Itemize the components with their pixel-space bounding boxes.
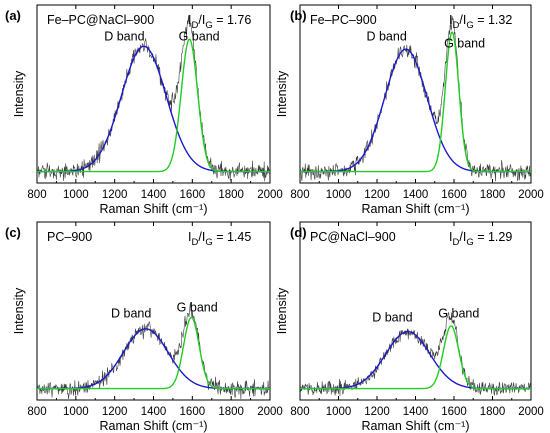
x-tick-label: 800 (290, 189, 309, 201)
y-axis-title: Intensity (12, 287, 26, 334)
x-tick-label: 1400 (403, 189, 429, 201)
x-axis-title: Raman Shift (cm⁻¹) (361, 202, 469, 216)
panel-label: (a) (5, 8, 21, 23)
ratio-value: = 1.29 (477, 230, 512, 244)
x-tick-label: 1000 (326, 189, 352, 201)
x-tick-label: 1800 (480, 189, 506, 201)
x-axis-title: Raman Shift (cm⁻¹) (361, 419, 469, 433)
raw-spectrum-line (37, 302, 270, 400)
d-band-fit-curve (300, 48, 531, 173)
x-tick-label: 1600 (441, 189, 467, 201)
d-band-fit-curve (300, 330, 531, 390)
d-band-label: D band (104, 30, 144, 44)
d-band-label: D band (372, 311, 412, 325)
id-ig-ratio-label: ID/IG = 1.29 (449, 230, 512, 248)
x-tick-label: 1200 (364, 406, 390, 418)
x-tick-label: 800 (27, 406, 46, 418)
x-axis-title: Raman Shift (cm⁻¹) (99, 202, 207, 216)
x-tick-label: 1800 (218, 406, 244, 418)
x-tick-label: 1200 (364, 189, 390, 201)
chart-panel-b: 800 1000 1200 1400 1600 1800 2000 Raman Shift (… (275, 4, 544, 216)
panel-label: (c) (5, 225, 21, 240)
x-tick-label: 1400 (141, 406, 167, 418)
d-band-label: D band (366, 30, 406, 44)
chart-panel-a: 800 1000 1200 1400 1600 1800 2000 Raman Shift (… (5, 4, 283, 216)
plot-frame (36, 4, 271, 184)
g-band-fit-curve (300, 325, 531, 390)
x-tick-label: 2000 (257, 189, 283, 201)
x-tick-label: 1800 (480, 406, 506, 418)
x-tick-label: 1400 (403, 406, 429, 418)
x-tick-label: 1000 (63, 406, 89, 418)
raw-spectrum-line (300, 312, 531, 397)
g-band-label: G band (179, 30, 220, 44)
sample-label: PC@NaCl–900 (310, 230, 396, 244)
raw-spectrum-line (37, 15, 270, 182)
g-band-label: G band (444, 37, 485, 51)
sample-label: PC–900 (47, 230, 92, 244)
g-band-fit-curve (37, 38, 270, 173)
x-tick-label: 1800 (218, 189, 244, 201)
x-tick-label: 1600 (180, 406, 206, 418)
raw-spectrum-line (300, 16, 531, 182)
d-band-label: D band (111, 306, 151, 320)
id-ig-ratio-label: ID/IG = 1.76 (188, 13, 251, 31)
x-tick-label: 1000 (326, 406, 352, 418)
x-tick-label: 800 (27, 189, 46, 201)
ratio-value: = 1.45 (216, 230, 251, 244)
ratio-value: = 1.32 (477, 13, 512, 27)
d-band-fit-curve (37, 45, 270, 173)
plot-frame (299, 221, 532, 401)
panel-label: (d) (290, 225, 307, 240)
plot-frame (299, 4, 532, 184)
g-band-fit-curve (300, 31, 531, 173)
sample-label: Fe–PC–900 (310, 13, 377, 27)
y-axis-title: Intensity (275, 287, 289, 334)
x-tick-label: 800 (290, 406, 309, 418)
x-tick-label: 1600 (441, 406, 467, 418)
chart-panel-d: 800 1000 1200 1400 1600 1800 2000 Raman Shift (… (275, 221, 544, 433)
x-tick-label: 1200 (102, 189, 128, 201)
d-band-fit-curve (37, 328, 270, 390)
x-tick-label: 2000 (257, 406, 283, 418)
y-axis-title: Intensity (12, 70, 26, 117)
y-axis-title: Intensity (275, 70, 289, 117)
ratio-value: = 1.76 (216, 13, 251, 27)
x-tick-label: 1200 (102, 406, 128, 418)
g-band-label: G band (438, 306, 479, 320)
plot-frame (36, 221, 271, 401)
x-tick-label: 1600 (180, 189, 206, 201)
x-tick-label: 1400 (141, 189, 167, 201)
x-tick-label: 2000 (518, 189, 544, 201)
x-axis-title: Raman Shift (cm⁻¹) (99, 419, 207, 433)
id-ig-ratio-label: ID/IG = 1.45 (188, 230, 251, 248)
x-tick-label: 1000 (63, 189, 89, 201)
sample-label: Fe–PC@NaCl–900 (47, 13, 154, 27)
id-ig-ratio-label: ID/IG = 1.32 (449, 13, 512, 31)
x-tick-label: 2000 (518, 406, 544, 418)
g-band-fit-curve (37, 316, 270, 390)
g-band-label: G band (177, 301, 218, 315)
panel-label: (b) (290, 8, 307, 23)
chart-panel-c: 800 1000 1200 1400 1600 1800 2000 Raman Shift (… (5, 221, 283, 433)
